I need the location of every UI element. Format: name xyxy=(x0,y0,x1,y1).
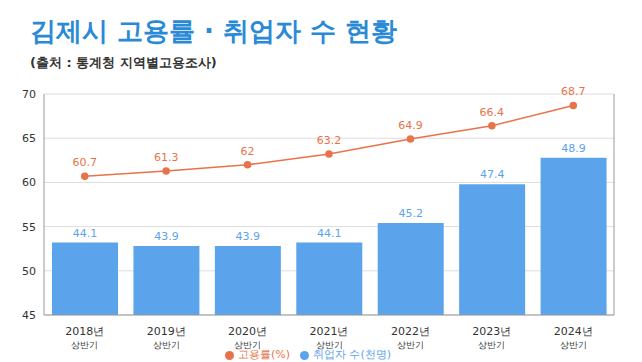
svg-text:44.1: 44.1 xyxy=(73,227,98,240)
svg-text:66.4: 66.4 xyxy=(480,106,505,119)
html-text:고용률(%): 고용률(%) xyxy=(237,348,290,361)
svg-text:43.9: 43.9 xyxy=(154,230,179,243)
svg-text:70: 70 xyxy=(22,88,36,101)
svg-text:43.9: 43.9 xyxy=(236,230,261,243)
html-text:김제시 고용률 · 취업자 수 현황: 김제시 고용률 · 취업자 수 현황 xyxy=(30,16,398,46)
svg-text:상반기: 상반기 xyxy=(397,340,424,350)
svg-text:2021년: 2021년 xyxy=(310,325,349,338)
svg-text:상반기: 상반기 xyxy=(71,340,98,350)
svg-text:2023년: 2023년 xyxy=(472,325,511,338)
html-text:취업자 수(천명): 취업자 수(천명) xyxy=(313,348,392,361)
svg-text:48.9: 48.9 xyxy=(561,142,586,155)
svg-text:2018년: 2018년 xyxy=(65,325,104,338)
svg-text:50: 50 xyxy=(22,265,36,278)
svg-text:상반기: 상반기 xyxy=(478,340,505,350)
svg-text:55: 55 xyxy=(22,221,36,234)
svg-text:60.7: 60.7 xyxy=(72,156,97,169)
svg-text:65: 65 xyxy=(22,132,36,145)
svg-text:2019년: 2019년 xyxy=(147,325,186,338)
html-text:(출처 : 통계청 지역별고용조사): (출처 : 통계청 지역별고용조사) xyxy=(30,55,217,70)
svg-text:63.2: 63.2 xyxy=(317,134,342,147)
svg-text:45.2: 45.2 xyxy=(398,207,423,220)
svg-text:상반기: 상반기 xyxy=(234,340,261,350)
svg-text:62: 62 xyxy=(241,145,255,158)
svg-text:47.4: 47.4 xyxy=(480,168,505,181)
svg-text:상반기: 상반기 xyxy=(560,340,587,350)
svg-text:45: 45 xyxy=(22,309,36,322)
svg-text:68.7: 68.7 xyxy=(561,85,586,98)
svg-text:61.3: 61.3 xyxy=(154,151,179,164)
svg-text:44.1: 44.1 xyxy=(317,227,342,240)
svg-text:상반기: 상반기 xyxy=(153,340,180,350)
svg-text:2022년: 2022년 xyxy=(391,325,430,338)
svg-text:2024년: 2024년 xyxy=(554,325,593,338)
svg-text:상반기: 상반기 xyxy=(316,340,343,350)
svg-text:64.9: 64.9 xyxy=(398,119,423,132)
svg-text:2020년: 2020년 xyxy=(228,325,267,338)
svg-text:60: 60 xyxy=(22,176,36,189)
